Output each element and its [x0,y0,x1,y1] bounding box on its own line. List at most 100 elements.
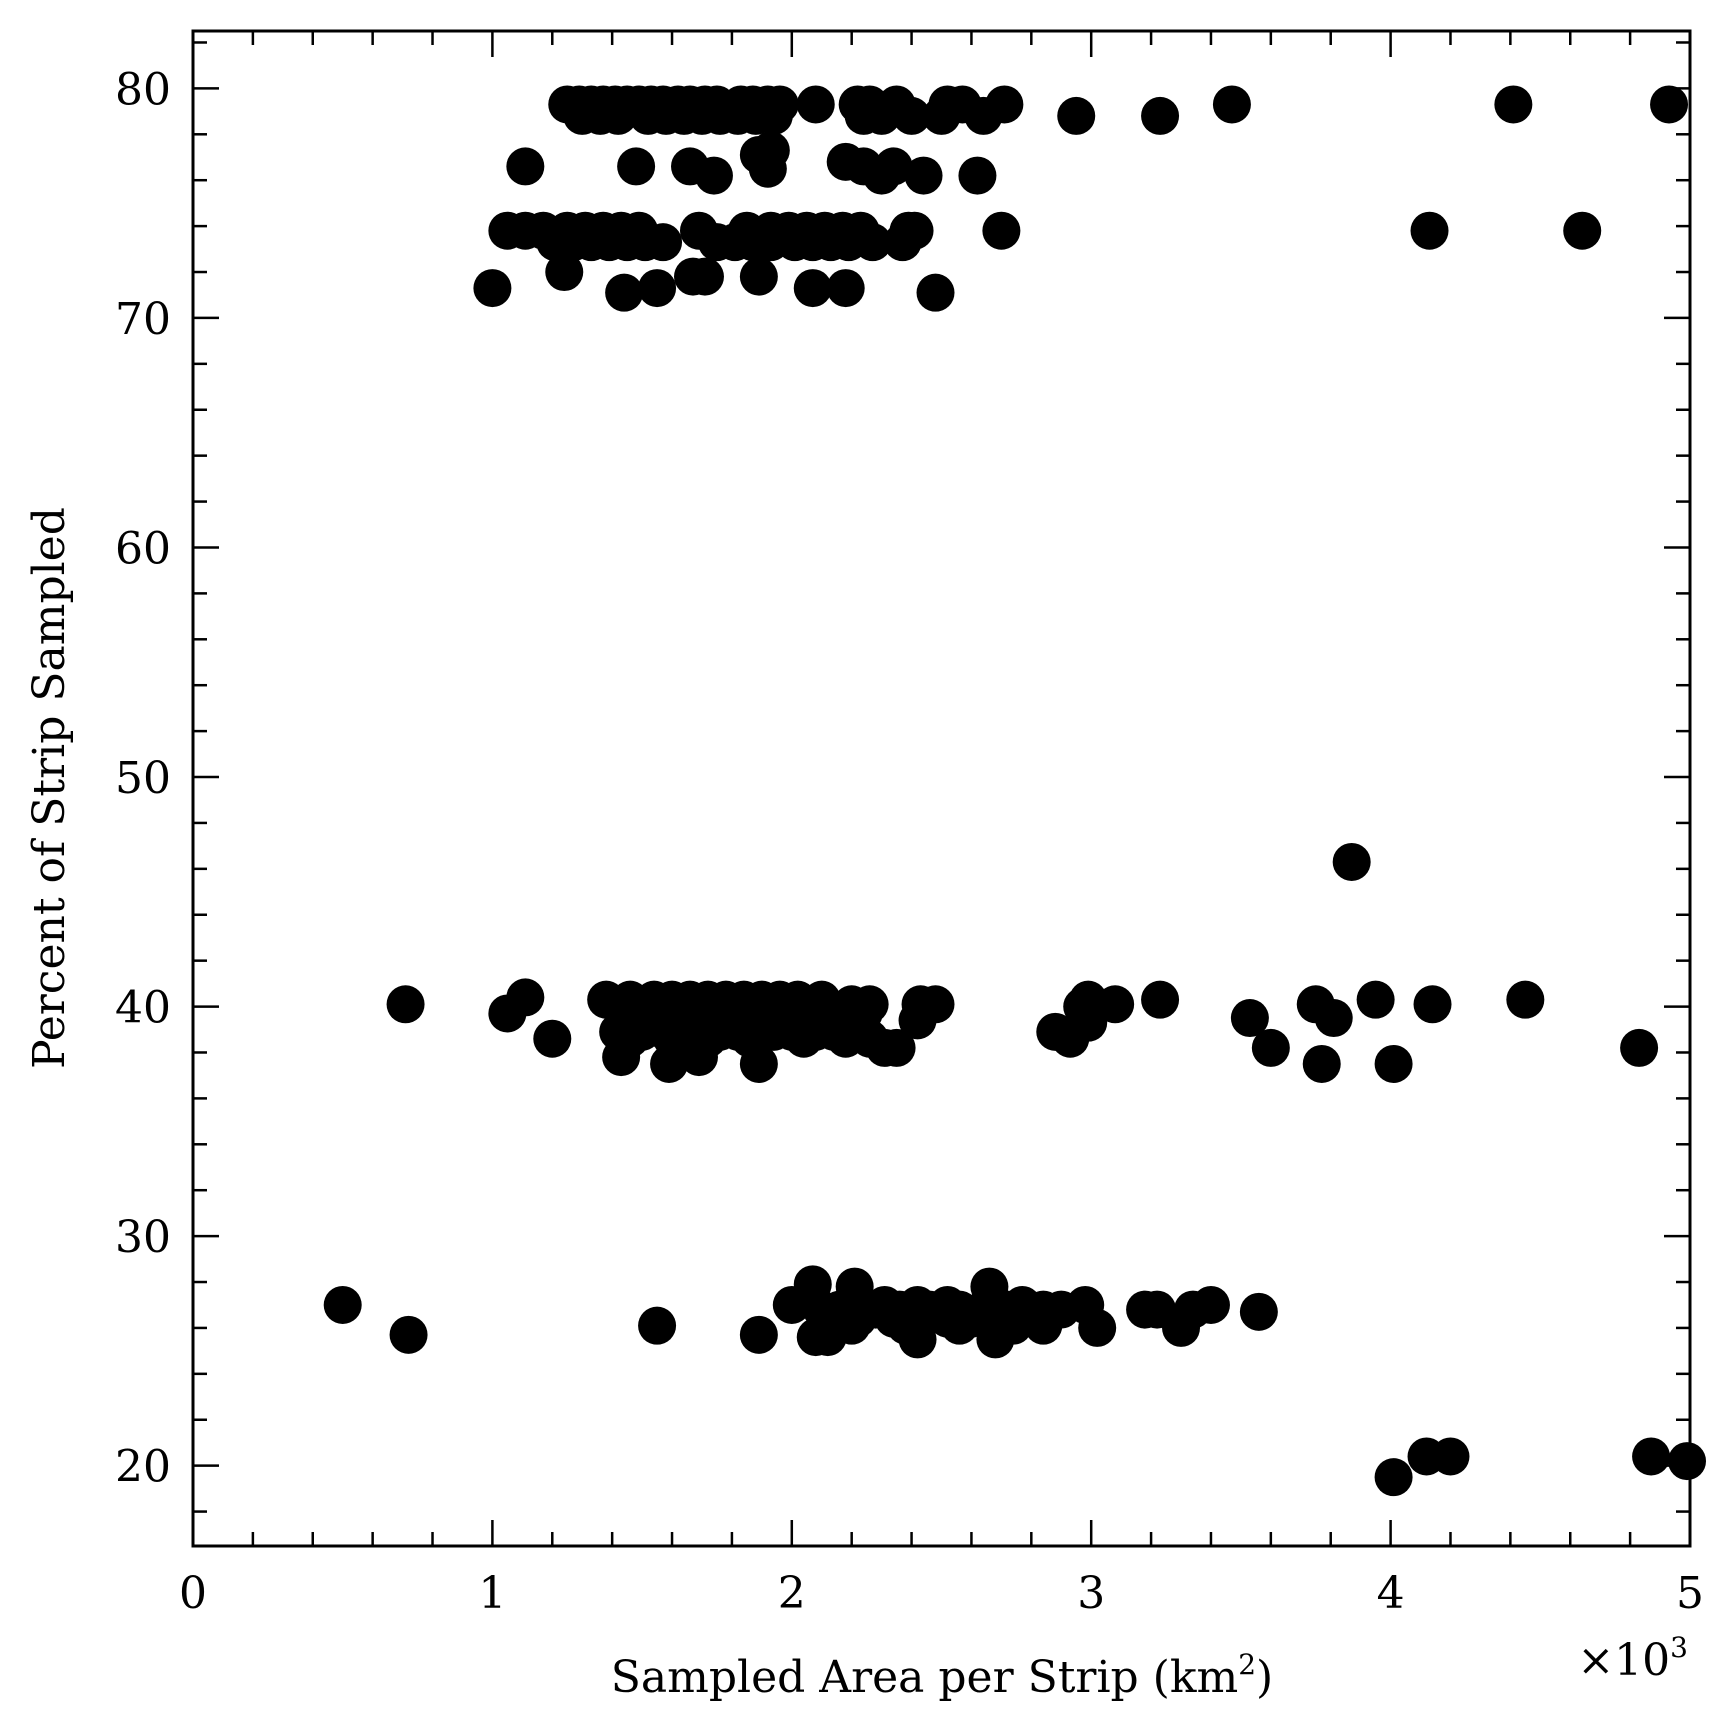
data-point [739,1044,778,1083]
data-point [473,269,512,308]
data-point [685,257,724,296]
data-point [1374,1044,1413,1083]
y-tick-label: 30 [115,1212,171,1263]
x-axis-title-main: Sampled Area per Strip (km [611,1652,1238,1703]
data-point [883,223,922,262]
x-axis-title-superscript: 2 [1238,1648,1256,1681]
plot-frame [191,29,1692,1548]
data-point [826,269,865,308]
x-tick-label: 5 [1676,1568,1704,1619]
data-point [793,269,832,308]
data-point [602,1038,641,1077]
data-point [739,257,778,296]
data-point [1141,96,1180,135]
data-point [679,1038,718,1077]
data-point [862,96,901,135]
data-point [1230,999,1269,1038]
data-point [650,1044,689,1083]
data-point [1494,85,1533,124]
x-tick-label: 0 [179,1568,207,1619]
data-point [389,1315,428,1354]
data-point [545,253,584,292]
data-point [694,156,733,195]
data-point [982,211,1021,250]
y-tick-label: 70 [115,294,171,345]
data-point [1413,985,1452,1024]
data-point [796,85,835,124]
data-point [1632,1437,1671,1476]
data-point [386,985,425,1024]
data-point [784,1019,823,1058]
y-tick-label: 80 [115,64,171,115]
data-point [323,1285,362,1324]
data-point [754,96,793,135]
data-point [1563,211,1602,250]
data-point [644,223,683,262]
data-point [853,223,892,262]
data-point [739,1315,778,1354]
data-point [1162,1308,1201,1347]
data-point [922,96,961,135]
data-point [772,1285,811,1324]
axis-ticks [191,31,1692,1546]
data-point [916,273,955,312]
data-point [1078,1308,1117,1347]
data-point [1024,1306,1063,1345]
data-point [940,1306,979,1345]
data-point [898,1320,937,1359]
data-point [638,269,677,308]
data-point [533,1019,572,1058]
data-points [323,85,1707,1497]
data-point [638,1306,677,1345]
data-point [964,96,1003,135]
x-axis-multiplier-exponent: 3 [1670,1631,1688,1664]
data-point [1251,1028,1290,1067]
y-axis-title: Percent of Strip Sampled [24,507,75,1069]
data-point [877,1028,916,1067]
x-tick-label: 3 [1077,1568,1105,1619]
data-point [1650,85,1689,124]
data-point [1302,1044,1341,1083]
x-axis-multiplier: ×103 [1577,1631,1688,1686]
data-point [958,156,997,195]
data-point [1051,1019,1090,1058]
y-tick-label: 50 [115,753,171,804]
tick-labels: 0 1 2 3 4 5 20 30 40 50 60 70 80 [115,64,1704,1619]
data-point [1620,1028,1659,1067]
data-point [1506,980,1545,1019]
x-tick-label: 2 [778,1568,806,1619]
data-point [488,994,527,1033]
data-point [904,156,943,195]
data-point [862,156,901,195]
data-point [1668,1442,1707,1481]
data-point [748,149,787,188]
data-point [1096,985,1135,1024]
data-point [1239,1292,1278,1331]
data-point [1431,1437,1470,1476]
data-point [599,96,638,135]
data-point [1410,211,1449,250]
data-point [1057,96,1096,135]
data-point [976,1320,1015,1359]
data-point [898,1001,937,1040]
data-point [1212,85,1251,124]
y-tick-label: 40 [115,983,171,1034]
y-tick-label: 20 [115,1442,171,1493]
x-tick-label: 1 [478,1568,506,1619]
x-tick-label: 4 [1377,1568,1405,1619]
data-point [605,273,644,312]
data-point [617,147,656,186]
data-point [1374,1458,1413,1497]
data-point [892,96,931,135]
x-axis-multiplier-base: ×10 [1577,1635,1670,1686]
data-point [506,147,545,186]
x-axis-title-suffix: ) [1256,1652,1273,1703]
data-point [1314,999,1353,1038]
data-point [1332,842,1371,881]
data-point [1141,980,1180,1019]
y-tick-label: 60 [115,523,171,574]
data-point [1356,980,1395,1019]
x-axis-title: Sampled Area per Strip (km2) [611,1648,1273,1703]
data-point [808,1318,847,1357]
